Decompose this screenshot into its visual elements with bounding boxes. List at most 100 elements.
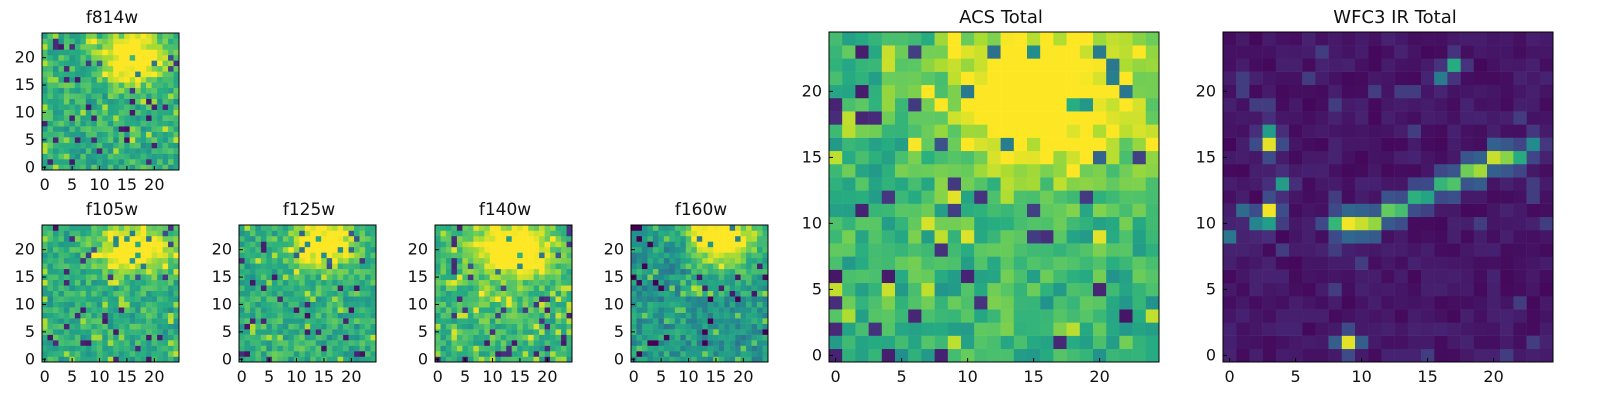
heatmap-cell	[271, 257, 278, 264]
heatmap-cell	[1013, 243, 1028, 257]
heatmap-cell	[47, 312, 54, 319]
heatmap-cell	[63, 235, 70, 242]
heatmap-cell	[96, 329, 103, 335]
heatmap-cell	[140, 137, 147, 143]
heatmap-cell	[934, 150, 949, 165]
heatmap-cell	[162, 312, 169, 319]
heatmap-cell	[751, 345, 758, 352]
heatmap-cell	[1355, 32, 1369, 46]
heatmap-cell	[1027, 150, 1041, 165]
heatmap-cell	[1145, 177, 1160, 191]
heatmap-cell	[80, 153, 87, 160]
heatmap-cell	[435, 235, 441, 242]
heatmap-cell	[118, 142, 125, 149]
heatmap-cell	[151, 87, 158, 94]
heatmap-cell	[1262, 84, 1277, 99]
heatmap-cell	[881, 203, 896, 218]
heatmap-cell	[1539, 150, 1554, 165]
heatmap-cell	[1027, 177, 1041, 191]
heatmap-cell	[173, 351, 180, 357]
heatmap-cell	[1473, 98, 1488, 112]
heatmap-cell	[1407, 322, 1422, 336]
heatmap-cell	[173, 98, 180, 105]
heatmap-cell	[1526, 150, 1541, 165]
heatmap-cell	[58, 109, 65, 116]
heatmap-cell	[168, 235, 174, 242]
heatmap-cell	[1145, 216, 1160, 231]
heatmap-cell	[249, 290, 256, 297]
heatmap-cell	[1539, 45, 1554, 59]
heatmap-cell	[135, 230, 141, 237]
heatmap-cell	[658, 340, 665, 346]
heatmap-cell	[52, 43, 59, 50]
heatmap-cell	[1355, 335, 1369, 350]
heatmap-cell	[74, 340, 81, 346]
heatmap-cell	[124, 345, 130, 352]
heatmap-cell	[173, 71, 180, 78]
heatmap-cell	[713, 340, 719, 346]
heatmap-cell	[1262, 335, 1277, 350]
heatmap-cell	[500, 241, 507, 248]
heatmap-cell	[555, 230, 562, 237]
heatmap-cell	[277, 268, 284, 275]
y-tick-label: 15	[1196, 147, 1216, 166]
heatmap-cell	[762, 307, 769, 313]
heatmap-cell	[1487, 84, 1501, 99]
heatmap-cell	[855, 190, 869, 204]
heatmap-cell	[135, 153, 141, 160]
heatmap-cell	[561, 334, 567, 341]
heatmap-cell	[1289, 243, 1303, 257]
heatmap-cell	[533, 356, 540, 363]
heatmap-cell	[456, 312, 463, 319]
heatmap-cell	[495, 230, 502, 237]
heatmap-cell	[118, 93, 125, 100]
heatmap-cell	[91, 159, 98, 165]
heatmap-cell	[58, 301, 65, 308]
heatmap-cell	[266, 252, 273, 259]
heatmap-cell	[451, 241, 458, 248]
heatmap-cell	[304, 318, 311, 324]
heatmap-cell	[1053, 98, 1067, 112]
heatmap-cell	[451, 356, 458, 363]
heatmap-cell	[129, 274, 136, 281]
heatmap-cell	[680, 296, 687, 302]
heatmap-cell	[473, 241, 480, 248]
heatmap-cell	[151, 71, 158, 78]
heatmap-cell	[173, 225, 180, 231]
heatmap-cell	[561, 340, 567, 346]
heatmap-cell	[974, 309, 988, 323]
heatmap-cell	[1302, 269, 1316, 284]
heatmap-cell	[91, 225, 98, 231]
heatmap-cell	[151, 98, 158, 105]
heatmap-cell	[1355, 348, 1369, 363]
heatmap-cell	[1487, 137, 1501, 152]
heatmap-cell	[85, 131, 92, 138]
heatmap-cell	[550, 235, 556, 242]
heatmap-cell	[1119, 256, 1133, 270]
heatmap-cell	[961, 348, 975, 363]
heatmap-cell	[1079, 71, 1094, 86]
heatmap-cell	[151, 274, 158, 281]
heatmap-cell	[691, 290, 698, 297]
heatmap-cell	[702, 235, 708, 242]
heatmap-cell	[1079, 84, 1094, 99]
heatmap-cell	[151, 54, 158, 61]
heatmap-cell	[1040, 190, 1054, 204]
heatmap-cell	[1394, 335, 1409, 350]
heatmap-cell	[332, 225, 338, 231]
heatmap-cell	[91, 296, 98, 302]
heatmap-cell	[522, 274, 529, 281]
heatmap-cell	[1407, 111, 1422, 125]
heatmap-cell	[641, 263, 648, 270]
heatmap-cell	[146, 115, 152, 121]
heatmap-cell	[740, 307, 747, 313]
heatmap-cell	[52, 268, 59, 275]
heatmap-cell	[135, 109, 141, 116]
heatmap-cell	[310, 257, 316, 264]
heatmap-cell	[1106, 71, 1120, 86]
heatmap-cell	[1066, 177, 1081, 191]
heatmap-cell	[1434, 150, 1448, 165]
heatmap-cell	[1487, 216, 1501, 231]
heatmap-cell	[162, 285, 169, 292]
heatmap-cell	[658, 241, 665, 248]
